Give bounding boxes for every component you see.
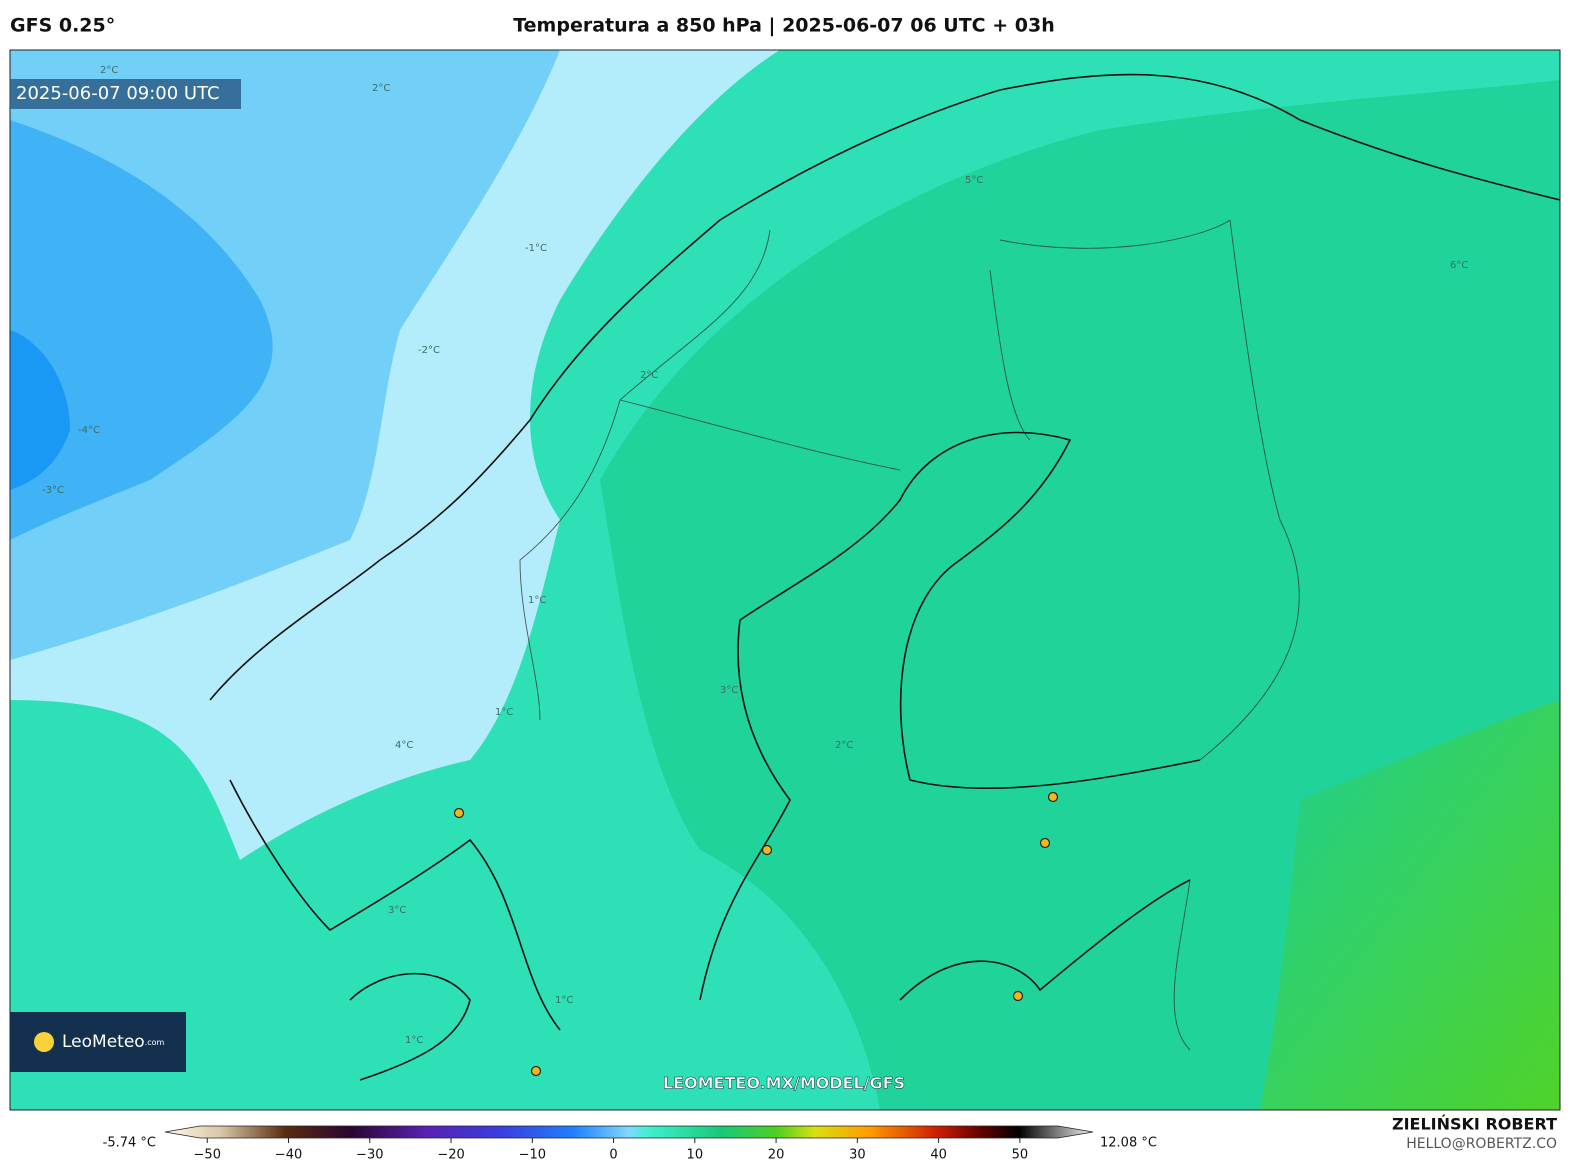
contour-label: 4°C — [395, 740, 413, 751]
contour-label: 1°C — [555, 995, 573, 1006]
colorbar-max: 12.08 °C — [1100, 1136, 1157, 1151]
timestamp-box — [10, 79, 241, 109]
colorbar-tick-label: 10 — [687, 1148, 704, 1163]
map-title: Temperatura a 850 hPa | 2025-06-07 06 UT… — [513, 15, 1055, 37]
cities — [453, 791, 1059, 1077]
colorbar-tick-label: 20 — [768, 1148, 785, 1163]
colorbar-tick-label: −10 — [519, 1148, 546, 1163]
contour-label: 2°C — [100, 65, 118, 76]
valid-time: 2025-06-07 09:00 UTC — [16, 83, 220, 104]
contour-label: 1°C — [528, 595, 546, 606]
contour-labels: 2°C 2°C -1°C -2°C -4°C -3°C 1°C 1°C 2°C 3°C 3°C 2°C… — [42, 65, 1468, 1046]
coldest-zone — [10, 120, 273, 540]
contour-label: 3°C — [388, 905, 406, 916]
author: ZIELIŃSKI ROBERT — [1392, 1115, 1557, 1134]
logo-sun — [34, 1032, 54, 1052]
map-frame — [9, 49, 1561, 1111]
colorbar-ticks: −50 −40 −30 −20 −10 0 10 20 30 40 50 — [194, 1138, 1029, 1163]
colorbar-tick-label: 40 — [930, 1148, 947, 1163]
colorbar — [164, 1125, 1094, 1139]
contour-label: -2°C — [418, 345, 440, 356]
model-label: GFS 0.25° — [10, 15, 115, 37]
colorbar-tick-label: 30 — [849, 1148, 866, 1163]
colorbar-tick-label: −40 — [275, 1148, 302, 1163]
colorbar-tick-label: 50 — [1012, 1148, 1029, 1163]
contour-label: 6°C — [1450, 260, 1468, 271]
contour-label: 3°C — [720, 685, 738, 696]
contour-label: -4°C — [78, 425, 100, 436]
contour-label: 1°C — [405, 1035, 423, 1046]
colorbar-tick-label: −20 — [437, 1148, 464, 1163]
map: 2°C 2°C -1°C -2°C -4°C -3°C 1°C 1°C 2°C 3°C 3°C 2°C… — [10, 50, 1560, 1110]
contact: HELLO@ROBERTZ.CO — [1406, 1136, 1557, 1152]
contour-label: 2°C — [835, 740, 853, 751]
contour-label: -3°C — [42, 485, 64, 496]
coastlines — [209, 73, 1560, 1081]
contour-label: -1°C — [525, 243, 547, 254]
borders — [519, 219, 1300, 1051]
logo-text: LeoMeteo.com — [62, 1032, 165, 1052]
warm-zone — [1260, 700, 1560, 1110]
cold-core — [10, 330, 70, 490]
colorbar-tick-label: 0 — [609, 1148, 617, 1163]
colorbar-tick-label: −30 — [356, 1148, 383, 1163]
source-url: LEOMETEO.MX/MODEL/GFS — [663, 1074, 905, 1093]
colorbar-min: -5.74 °C — [103, 1136, 156, 1151]
contour-label: 1°C — [495, 707, 513, 718]
contour-label: 2°C — [640, 370, 658, 381]
colorbar-tick-label: −50 — [194, 1148, 221, 1163]
contour-label: 2°C — [372, 83, 390, 94]
contour-label: 5°C — [965, 175, 983, 186]
